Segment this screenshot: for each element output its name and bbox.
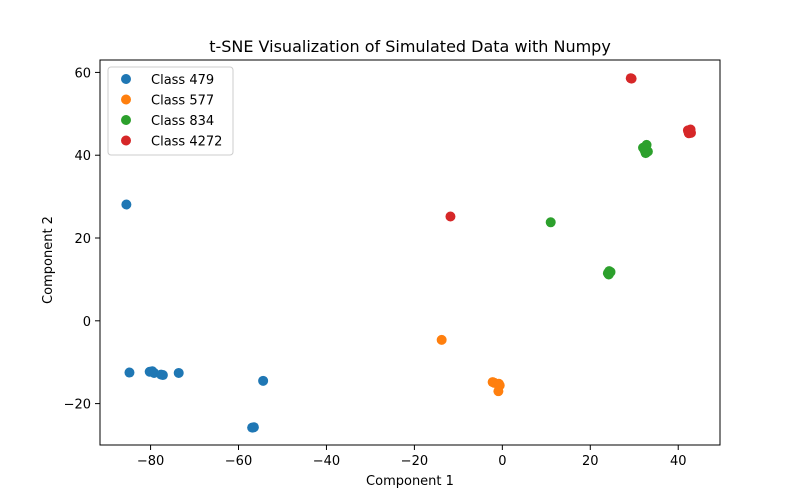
data-point: [173, 367, 184, 378]
legend-marker: [121, 74, 131, 84]
data-point: [157, 370, 168, 381]
series-1: [436, 334, 505, 397]
data-point: [626, 73, 637, 84]
data-point: [445, 211, 456, 222]
y-tick-label: 0: [83, 315, 91, 330]
legend-label: Class 577: [151, 94, 214, 109]
data-point: [685, 124, 696, 135]
series-3: [445, 73, 696, 222]
data-point: [121, 199, 132, 210]
legend-marker: [121, 115, 131, 125]
plot-frame: [99, 59, 721, 446]
x-axis-label: Component 1: [366, 474, 454, 489]
plot-area: [99, 59, 721, 446]
series-0: [121, 199, 269, 433]
x-tick-label: 40: [670, 454, 687, 469]
y-axis-label: Component 2: [41, 216, 56, 304]
y-axis: −20 0 20 40 60: [64, 66, 100, 413]
x-tick-label: 0: [498, 454, 506, 469]
y-tick-label: 40: [74, 149, 91, 164]
data-point: [436, 334, 447, 345]
data-point: [124, 367, 135, 378]
y-tick-label: 20: [74, 232, 91, 247]
data-point: [545, 217, 556, 228]
x-axis: −80 −60 −40 −20 0 20 40: [137, 445, 687, 469]
legend-label: Class 834: [151, 114, 214, 129]
data-point: [493, 386, 504, 397]
y-tick-label: −20: [64, 398, 91, 413]
legend: Class 479 Class 577 Class 834 Class 4272: [107, 66, 234, 156]
legend-label: Class 4272: [151, 135, 222, 150]
legend-marker: [121, 135, 131, 146]
data-points: [121, 73, 696, 433]
data-point: [639, 145, 650, 156]
x-tick-label: 20: [582, 454, 599, 469]
y-tick-label: 60: [74, 66, 91, 81]
x-tick-label: −60: [225, 454, 252, 469]
series-2: [545, 139, 653, 280]
data-point: [602, 268, 613, 279]
legend-label: Class 479: [151, 73, 214, 88]
legend-marker: [121, 94, 131, 105]
chart-title: t-SNE Visualization of Simulated Data wi…: [209, 37, 611, 56]
data-point: [258, 375, 269, 386]
x-tick-label: −20: [401, 454, 428, 469]
x-tick-label: −80: [137, 454, 164, 469]
legend-box: [107, 66, 234, 156]
data-point: [248, 422, 259, 433]
x-tick-label: −40: [313, 454, 340, 469]
